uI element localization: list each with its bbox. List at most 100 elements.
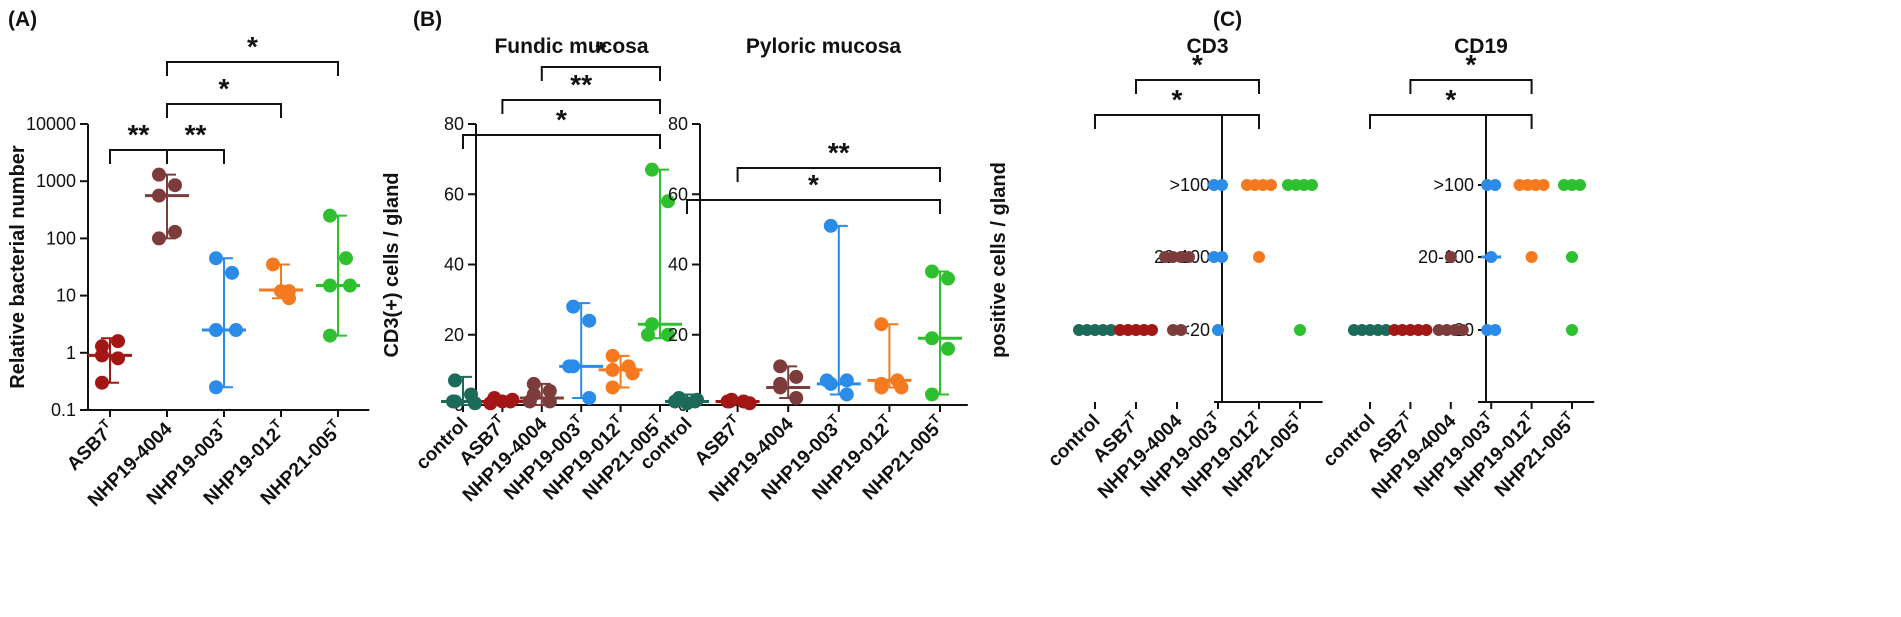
significance-label: * (556, 104, 567, 135)
data-point (1175, 324, 1187, 336)
data-point (1485, 251, 1498, 263)
data-point (1294, 324, 1306, 336)
data-point (1380, 324, 1392, 336)
data-point (789, 390, 804, 405)
x-tick-label-text: control (1319, 411, 1379, 471)
data-point (505, 392, 520, 407)
data-point (1306, 179, 1318, 191)
significance-label: * (1172, 84, 1183, 115)
significance-bracket (1135, 79, 1260, 94)
data-point (339, 251, 353, 266)
x-tick-label: control (412, 414, 472, 474)
data-point (323, 278, 337, 293)
data-point (168, 224, 182, 239)
y-tick-label: <20 (1179, 320, 1210, 340)
significance-bracket (166, 103, 282, 118)
significance-bracket (736, 167, 941, 182)
significance-bracket (540, 66, 661, 81)
y-tick-label: 40 (444, 255, 464, 275)
data-point (773, 359, 788, 374)
data-point (625, 366, 640, 381)
y-tick-label: 0.1 (51, 400, 76, 420)
y-tick-label: 1 (66, 343, 76, 363)
x-tick-label-text: control (412, 414, 472, 474)
x-tick-label: NHP21-005T (856, 411, 950, 505)
data-point (823, 218, 838, 233)
data-point (111, 334, 125, 349)
data-point (1216, 179, 1228, 191)
data-point (152, 188, 166, 203)
data-point (941, 271, 955, 286)
data-point (641, 327, 655, 342)
data-point (582, 390, 597, 405)
data-point (605, 362, 620, 377)
significance-bracket (1094, 114, 1260, 129)
data-point (925, 331, 939, 346)
data-point (209, 251, 223, 266)
y-tick-label: 60 (668, 184, 688, 204)
data-point (1574, 179, 1586, 191)
data-point (446, 394, 460, 409)
significance-label: * (595, 36, 606, 67)
data-point (773, 376, 788, 391)
y-tick-label: 10 (56, 286, 76, 306)
data-point (874, 376, 889, 391)
data-point (95, 348, 109, 363)
data-point (839, 373, 854, 388)
y-tick-label: 20 (444, 325, 464, 345)
data-point (522, 394, 537, 409)
data-point (95, 375, 109, 390)
significance-label: * (1445, 84, 1456, 115)
data-point (925, 387, 939, 402)
data-point (111, 351, 125, 366)
data-point (323, 208, 337, 223)
data-point (266, 257, 280, 272)
data-point (1456, 324, 1469, 336)
data-point (1420, 324, 1433, 336)
significance-label: * (219, 73, 230, 104)
significance-bracket (462, 134, 661, 149)
data-point (668, 394, 682, 409)
data-point (323, 328, 337, 343)
y-tick-label: 80 (668, 114, 688, 134)
data-point (1525, 251, 1538, 263)
data-point (645, 162, 659, 177)
chart-title: Fundic mucosa (494, 35, 648, 58)
significance-label: * (1192, 49, 1203, 80)
data-point (448, 373, 462, 388)
data-point (819, 373, 834, 388)
significance-label: ** (185, 119, 207, 150)
significance-label: ** (828, 137, 850, 168)
y-tick-label: 80 (444, 114, 464, 134)
data-point (1265, 179, 1277, 191)
data-point (605, 380, 620, 395)
data-point (152, 167, 166, 182)
significance-bracket (1409, 79, 1533, 94)
y-tick-label: >100 (1169, 175, 1210, 195)
data-point (724, 392, 739, 407)
panel-label-b: (B) (413, 8, 442, 31)
data-point (168, 178, 182, 193)
data-point (661, 327, 675, 342)
significance-bracket (166, 149, 225, 164)
significance-label: ** (570, 69, 592, 100)
y-axis-label: Relative bacterial number (7, 145, 29, 389)
y-tick-label: 1000 (36, 171, 76, 191)
x-tick-label: control (1044, 411, 1104, 471)
data-point (874, 317, 889, 332)
significance-bracket (686, 199, 941, 214)
data-point (742, 396, 757, 411)
chart-title: Pyloric mucosa (746, 35, 902, 58)
data-point (894, 380, 909, 395)
significance-label: * (1466, 49, 1477, 80)
plots: 0.1 1 10 100 1000 10000 Relative bacterial num… (7, 31, 1595, 511)
data-point (1253, 251, 1265, 263)
x-tick-label: ASB7T (60, 416, 119, 475)
data-point (468, 396, 482, 411)
data-point (1566, 324, 1578, 336)
data-point (483, 396, 498, 411)
significance-label: ** (128, 119, 150, 150)
y-axis-label: CD3(+) cells / gland (381, 172, 403, 357)
y-tick-label: 10000 (26, 114, 76, 134)
